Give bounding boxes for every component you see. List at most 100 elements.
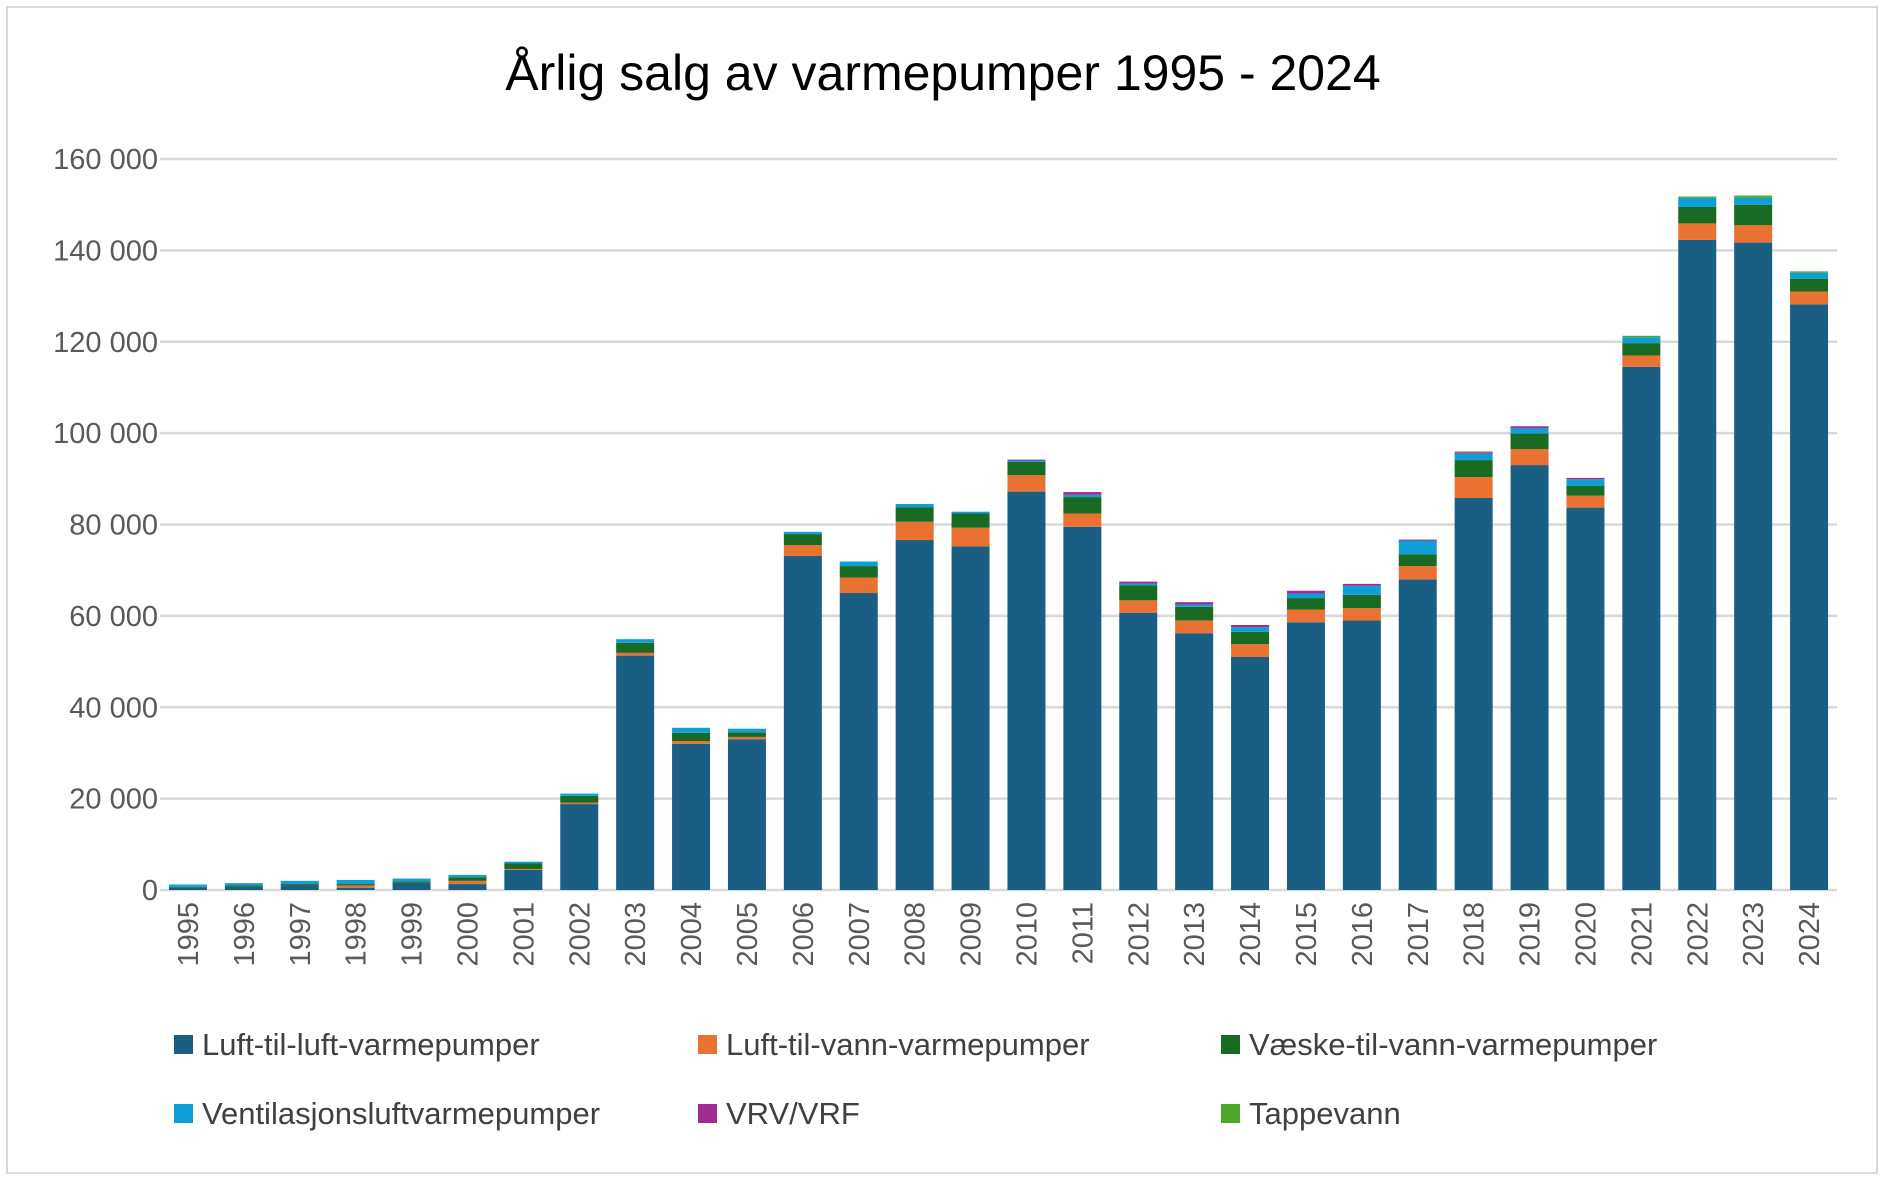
bar-segment-luft-til-luft-varmepumper [1007,491,1046,890]
chart-frame [6,6,1878,1174]
bar-segment-ventilasjonsluftvarmepumper [951,511,990,514]
bar-segment-vrv-vrf [1063,492,1102,495]
legend-label: Væske-til-vann-varmepumper [1249,1027,1657,1062]
bar-segment-luft-til-luft-varmepumper [1342,620,1381,890]
y-axis-ticks: 0 20 000 40 000 60 000 80 000 100 000 120 000 1… [53,144,158,907]
bar-segment-vrv-vrf [1119,581,1158,584]
bar-segment-v-ske-til-vann-varmepumper [1622,343,1661,356]
bar-segment-luft-til-luft-varmepumper [1398,579,1437,890]
bar-segment-luft-til-luft-varmepumper [783,556,822,890]
bar-segment-ventilasjonsluftvarmepumper [1454,453,1493,461]
x-tick-label: 2017 [1403,902,1435,967]
bar-segment-v-ske-til-vann-varmepumper [1398,554,1437,567]
x-tick-label: 2013 [1179,902,1211,967]
bar-segment-ventilasjonsluftvarmepumper [1510,428,1549,434]
bar-segment-luft-til-luft-varmepumper [951,546,990,890]
bar-segment-vrv-vrf [1342,583,1381,586]
bar-segment-vrv-vrf [1007,459,1046,461]
legend-item: Luft-til-luft-varmepumper [174,1027,540,1062]
bar-segment-luft-til-luft-varmepumper [280,885,319,890]
bar-segment-luft-til-luft-varmepumper [224,886,263,890]
bar-segment-luft-til-luft-varmepumper [1790,304,1829,890]
gridlines [160,157,1837,892]
x-tick-label: 2016 [1347,902,1379,967]
bar-segment-v-ske-til-vann-varmepumper [1566,485,1605,496]
y-tick-label: 0 [142,875,158,907]
bar-segment-v-ske-til-vann-varmepumper [1007,461,1046,476]
bar-segment-ventilasjonsluftvarmepumper [1063,494,1102,498]
bar-segment-luft-til-vann-varmepumper [1622,355,1661,367]
x-tick-label: 2020 [1570,902,1602,967]
bar-segment-v-ske-til-vann-varmepumper [1286,598,1325,610]
bar-segment-luft-til-vann-varmepumper [1510,449,1549,466]
x-tick-label: 1996 [229,902,261,967]
bar-segment-luft-til-luft-varmepumper [1286,622,1325,890]
bar-segment-v-ske-til-vann-varmepumper [336,884,375,886]
x-tick-label: 2009 [956,902,988,967]
bar-segment-luft-til-vann-varmepumper [1454,476,1493,499]
bar-segment-luft-til-luft-varmepumper [1678,239,1717,890]
x-tick-label: 2000 [452,902,484,967]
bar-segment-vrv-vrf [1286,590,1325,594]
bar-segment-v-ske-til-vann-varmepumper [1790,278,1829,292]
legend-item: VRV/VRF [698,1096,860,1131]
x-tick-label: 2004 [676,902,708,967]
bar-segment-luft-til-luft-varmepumper [1454,498,1493,890]
legend-item: Tappevann [1221,1096,1401,1131]
bar-segment-luft-til-vann-varmepumper [1119,600,1158,613]
bar-segment-v-ske-til-vann-varmepumper [895,507,934,522]
bar-segment-ventilasjonsluftvarmepumper [1678,197,1717,207]
bar-segment-ventilasjonsluftvarmepumper [672,727,711,733]
bar-segment-vrv-vrf [1398,539,1437,541]
bar-segment-v-ske-til-vann-varmepumper [1342,594,1381,609]
bar-segment-luft-til-luft-varmepumper [504,869,543,890]
bar-segment-ventilasjonsluftvarmepumper [168,884,207,887]
legend-swatch [698,1104,717,1123]
bar-segment-luft-til-luft-varmepumper [392,882,431,890]
y-tick-label: 100 000 [53,418,158,450]
bar-segment-luft-til-vann-varmepumper [895,521,934,541]
x-tick-label: 2007 [844,902,876,967]
bar-segment-luft-til-luft-varmepumper [1119,612,1158,890]
bar-segment-v-ske-til-vann-varmepumper [1454,460,1493,477]
bar-segment-luft-til-vann-varmepumper [1063,513,1102,527]
bar-segment-luft-til-vann-varmepumper [1286,609,1325,623]
bar-segment-luft-til-vann-varmepumper [1231,644,1270,657]
bar-segment-luft-til-luft-varmepumper [672,743,711,890]
bar-segment-ventilasjonsluftvarmepumper [392,878,431,882]
bar-segment-v-ske-til-vann-varmepumper [951,513,990,528]
bar-segment-luft-til-vann-varmepumper [448,880,487,885]
x-tick-label: 2002 [564,902,596,967]
legend-swatch [174,1104,193,1123]
bar-segment-ventilasjonsluftvarmepumper [448,874,487,878]
bar-segment-luft-til-vann-varmepumper [951,527,990,547]
chart-title: Årlig salg av varmepumper 1995 - 2024 [505,45,1380,101]
bar-segment-ventilasjonsluftvarmepumper [1342,585,1381,595]
bar-segment-luft-til-luft-varmepumper [895,540,934,890]
x-axis-ticks: 1995 1996 1997 1998 1999 2000 2001 2002 2003 2004… [173,902,1826,967]
bar-segment-tappevann [1622,335,1661,338]
y-tick-label: 160 000 [53,144,158,176]
bar-segment-v-ske-til-vann-varmepumper [1175,606,1214,621]
legend-label: Luft-til-luft-varmepumper [202,1027,540,1062]
bar-segment-luft-til-vann-varmepumper [1007,475,1046,492]
x-tick-label: 1999 [397,902,429,967]
y-tick-label: 140 000 [53,235,158,267]
x-tick-label: 2023 [1738,902,1770,967]
bar-segment-ventilasjonsluftvarmepumper [560,793,599,796]
bar-segment-v-ske-til-vann-varmepumper [1231,631,1270,645]
bar-segment-luft-til-vann-varmepumper [783,545,822,557]
bar-segment-ventilasjonsluftvarmepumper [504,861,543,864]
bar-segment-ventilasjonsluftvarmepumper [1007,460,1046,462]
bar-segment-ventilasjonsluftvarmepumper [839,561,878,567]
bar-segment-ventilasjonsluftvarmepumper [224,883,263,886]
bar-segment-luft-til-luft-varmepumper [1510,465,1549,890]
bar-segment-luft-til-vann-varmepumper [504,868,543,870]
x-tick-label: 2008 [900,902,932,967]
bar-segment-vrv-vrf [1454,452,1493,454]
bar-segment-luft-til-luft-varmepumper [1566,507,1605,890]
bar-segment-v-ske-til-vann-varmepumper [1734,204,1773,226]
bar-segment-luft-til-luft-varmepumper [336,887,375,890]
bar-segment-luft-til-vann-varmepumper [839,577,878,594]
